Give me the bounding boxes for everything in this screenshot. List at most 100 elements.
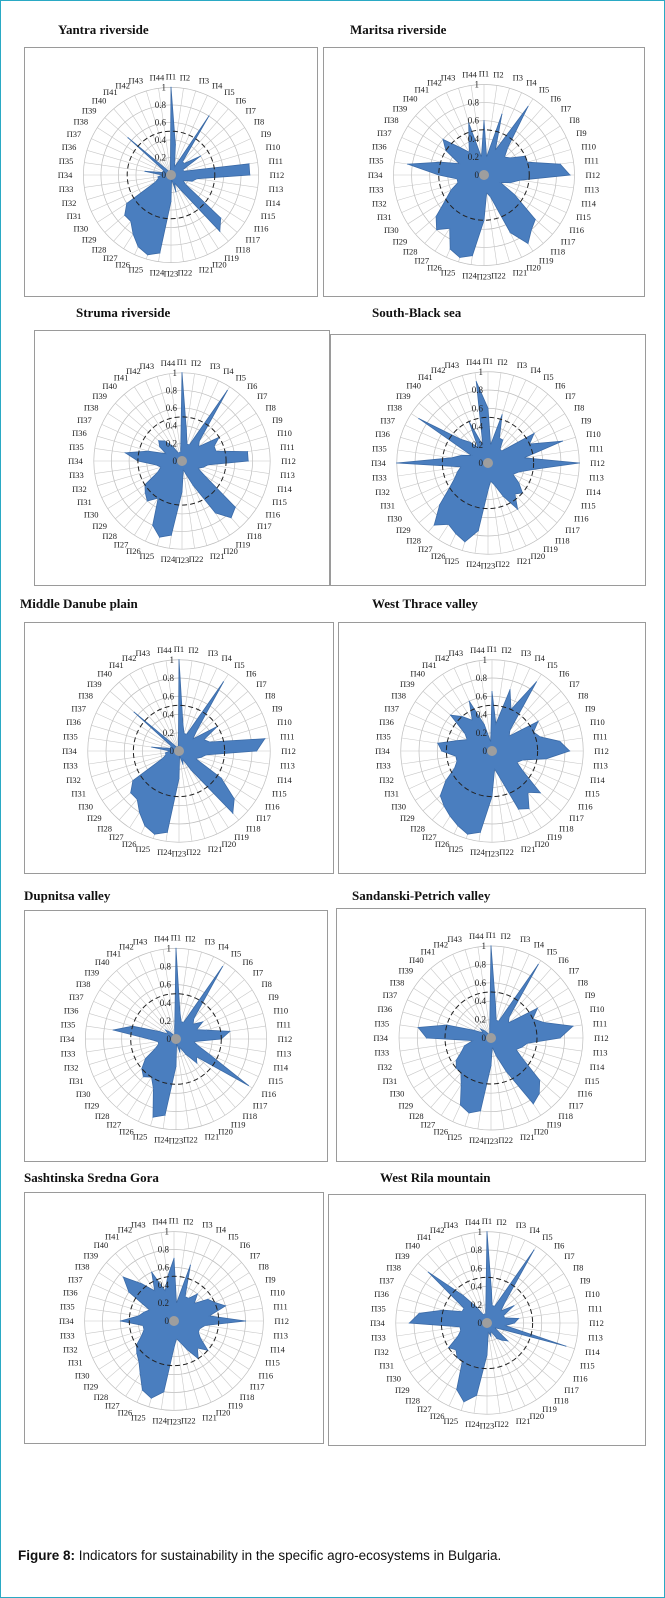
category-label: П9 (265, 1274, 275, 1284)
data-point (187, 1297, 190, 1299)
data-point (178, 659, 180, 661)
data-point (157, 497, 159, 499)
radial-tick-label: 0.2 (155, 152, 166, 162)
category-label: П14 (585, 1347, 600, 1357)
data-point (482, 1314, 484, 1316)
data-point (408, 1322, 410, 1324)
data-point (188, 444, 190, 446)
category-label: П40 (97, 669, 112, 679)
category-label: П43 (136, 648, 151, 658)
category-label: П10 (586, 429, 601, 439)
data-point (159, 252, 161, 254)
data-point (144, 170, 146, 172)
data-point (539, 736, 541, 738)
data-point (443, 805, 445, 807)
category-label: П33 (371, 1333, 386, 1343)
radial-tick-label: 0.8 (155, 100, 167, 110)
category-label: П20 (534, 1127, 549, 1137)
category-label: П2 (191, 358, 201, 368)
category-label: П25 (139, 551, 154, 561)
category-label: П19 (542, 1404, 557, 1414)
category-label: П26 (435, 839, 450, 849)
data-point (205, 754, 207, 756)
data-point (199, 1328, 201, 1330)
category-label: П16 (574, 513, 589, 523)
data-point (174, 1029, 176, 1031)
category-label: П1 (166, 71, 176, 81)
data-point (140, 1335, 143, 1337)
data-point (189, 1264, 191, 1266)
data-point (179, 1341, 181, 1343)
data-point (437, 742, 439, 744)
category-label: П42 (435, 653, 450, 663)
category-label: П27 (105, 1401, 120, 1411)
data-point (182, 179, 184, 182)
category-label: П18 (558, 1111, 573, 1121)
data-point (148, 1038, 150, 1040)
category-label: П42 (115, 80, 130, 90)
data-point (464, 733, 466, 735)
category-label: П24 (469, 1135, 484, 1145)
category-label: П2 (188, 645, 198, 655)
category-label: П36 (63, 1288, 78, 1298)
category-label: П39 (396, 391, 411, 401)
category-label: П43 (133, 937, 148, 947)
category-label: П32 (378, 1062, 393, 1072)
category-label: П44 (152, 1217, 167, 1227)
data-point (489, 196, 491, 198)
category-label: П32 (72, 484, 87, 494)
data-point (518, 471, 520, 473)
category-label: П22 (183, 1135, 198, 1145)
radial-tick-label: 1 (165, 1227, 170, 1237)
data-point (144, 492, 146, 494)
category-label: П33 (376, 761, 391, 771)
radial-tick-label: 0.4 (468, 134, 480, 144)
data-point (191, 180, 193, 182)
data-point (164, 1114, 166, 1116)
data-point (182, 763, 184, 765)
data-point (181, 161, 184, 163)
center-marker (479, 170, 489, 180)
data-point (157, 178, 159, 180)
radial-tick-label: 0.4 (160, 998, 172, 1008)
category-label: П21 (513, 267, 528, 277)
category-label: П17 (253, 1101, 268, 1111)
category-label: П28 (97, 823, 112, 833)
data-point (128, 1291, 130, 1293)
category-label: П24 (470, 847, 485, 857)
radial-tick-label: 0.4 (158, 1280, 170, 1290)
category-label: П17 (257, 521, 272, 531)
radial-tick-label: 1 (482, 941, 487, 951)
category-label: П34 (373, 1033, 388, 1043)
data-point (461, 1050, 463, 1052)
radial-tick-label: 0.6 (163, 691, 175, 701)
category-label: П10 (590, 1004, 605, 1014)
category-label: П18 (559, 823, 574, 833)
category-label: П6 (554, 1241, 564, 1251)
center-marker (174, 746, 184, 756)
chart-plot-area: 0 0.2 0.4 0.6 0.8 1 П1 П2 П3 П4 П5 П6 П7 П8 П9 П10 П11 П1… (323, 47, 645, 297)
data-point (185, 183, 187, 186)
category-label: П21 (517, 556, 532, 566)
category-label: П11 (588, 1303, 602, 1313)
data-point (182, 758, 184, 760)
category-label: П15 (272, 789, 287, 799)
data-point (175, 191, 177, 193)
category-label: П32 (374, 1347, 389, 1357)
category-label: П36 (66, 717, 81, 727)
category-label: П8 (569, 115, 579, 125)
category-label: П16 (265, 801, 280, 811)
data-point (197, 1331, 199, 1333)
category-label: П21 (199, 265, 214, 275)
category-label: П34 (59, 1316, 74, 1326)
data-series-area (124, 372, 249, 538)
category-label: П31 (71, 789, 86, 799)
data-point (136, 1352, 138, 1354)
data-point (264, 738, 266, 740)
data-point (456, 760, 458, 762)
category-label: П14 (586, 487, 601, 497)
category-label: П8 (254, 117, 264, 127)
category-label: П21 (521, 844, 536, 854)
radial-tick-label: 0.2 (160, 1016, 171, 1026)
